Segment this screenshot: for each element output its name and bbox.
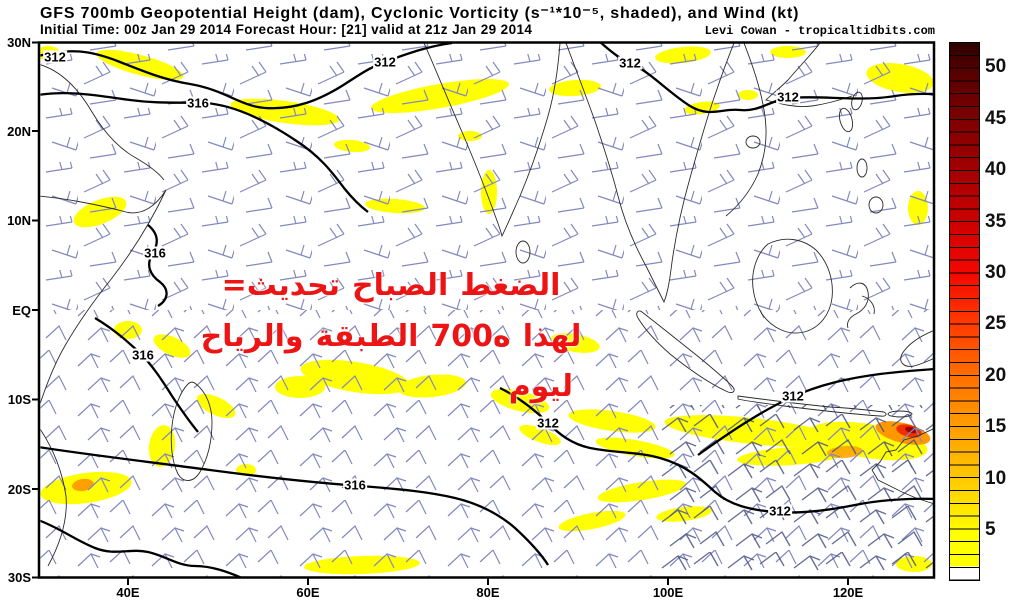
- lat-label: 20N: [7, 124, 31, 139]
- annotation-line-3: ليوم: [195, 362, 587, 410]
- colorbar-cell-lines: [950, 43, 979, 580]
- contour-label: 316: [131, 347, 155, 363]
- annotation-word: لهذا: [522, 318, 582, 354]
- lon-label: 80E: [476, 585, 500, 600]
- contour-label: 312: [776, 89, 800, 105]
- lon-label: 40E: [116, 585, 140, 600]
- colorbar-tick-label: 30: [985, 262, 1007, 283]
- lon-label: 100E: [652, 585, 684, 600]
- contour-label: 312: [373, 54, 397, 70]
- colorbar-tick-label: 15: [985, 416, 1007, 437]
- annotation-word: الضغط: [460, 267, 561, 303]
- lat-label: 30N: [7, 35, 31, 50]
- lon-label: 60E: [296, 585, 320, 600]
- lon-label: 120E: [832, 585, 864, 600]
- colorbar-tick-label: 5: [985, 519, 996, 540]
- lat-label: 10N: [7, 213, 31, 228]
- lat-label: 30S: [7, 570, 31, 585]
- colorbar-tick-label: 20: [985, 365, 1007, 386]
- annotation-word: الصباح: [351, 267, 449, 303]
- colorbar-tick-label: 50: [985, 56, 1007, 77]
- annotation-word: الطبقة: [315, 318, 419, 354]
- annotation-word: والرياح: [200, 318, 304, 354]
- lat-label: EQ: [12, 303, 31, 318]
- colorbar-tick-label: 10: [985, 468, 1007, 489]
- annotation-word: 700ه: [430, 318, 511, 354]
- colorbar-tick-label: 40: [985, 159, 1007, 180]
- contour-label: 312: [781, 388, 805, 404]
- colorbar-tick-label: 45: [985, 108, 1007, 129]
- contour-label: 312: [768, 503, 792, 519]
- init-time-line: Initial Time: 00z Jan 29 2014 Forecast H…: [40, 22, 533, 37]
- contour-label: 312: [618, 55, 642, 71]
- credit-text: Levi Cowan - tropicaltidbits.com: [704, 24, 935, 38]
- coastlines-layer: [40, 43, 934, 567]
- contour-label: 312: [536, 415, 560, 431]
- page-title: GFS 700mb Geopotential Height (dam), Cyc…: [40, 5, 800, 22]
- annotation-line-2: والرياح الطبقة 700ه لهذا: [195, 310, 587, 362]
- contour-label: 316: [186, 95, 210, 111]
- map-frame: [32, 41, 936, 585]
- colorbar: [949, 42, 980, 581]
- colorbar-tick-label: 35: [985, 211, 1007, 232]
- annotation-line-1: =تحديث الصباح الضغط: [195, 260, 587, 310]
- lat-label: 20S: [7, 482, 31, 497]
- annotation-word: ليوم: [508, 368, 573, 404]
- annotation-word: =تحديث: [221, 267, 340, 303]
- lat-label: 10S: [7, 392, 31, 407]
- contour-label: 316: [143, 245, 167, 261]
- contour-label: 316: [343, 477, 367, 493]
- annotation-overlay: =تحديث الصباح الضغط والرياح الطبقة 700ه …: [195, 260, 587, 410]
- wind-barbs-layer: [40, 43, 934, 577]
- colorbar-tick-label: 25: [985, 313, 1007, 334]
- contour-label: 312: [43, 49, 67, 65]
